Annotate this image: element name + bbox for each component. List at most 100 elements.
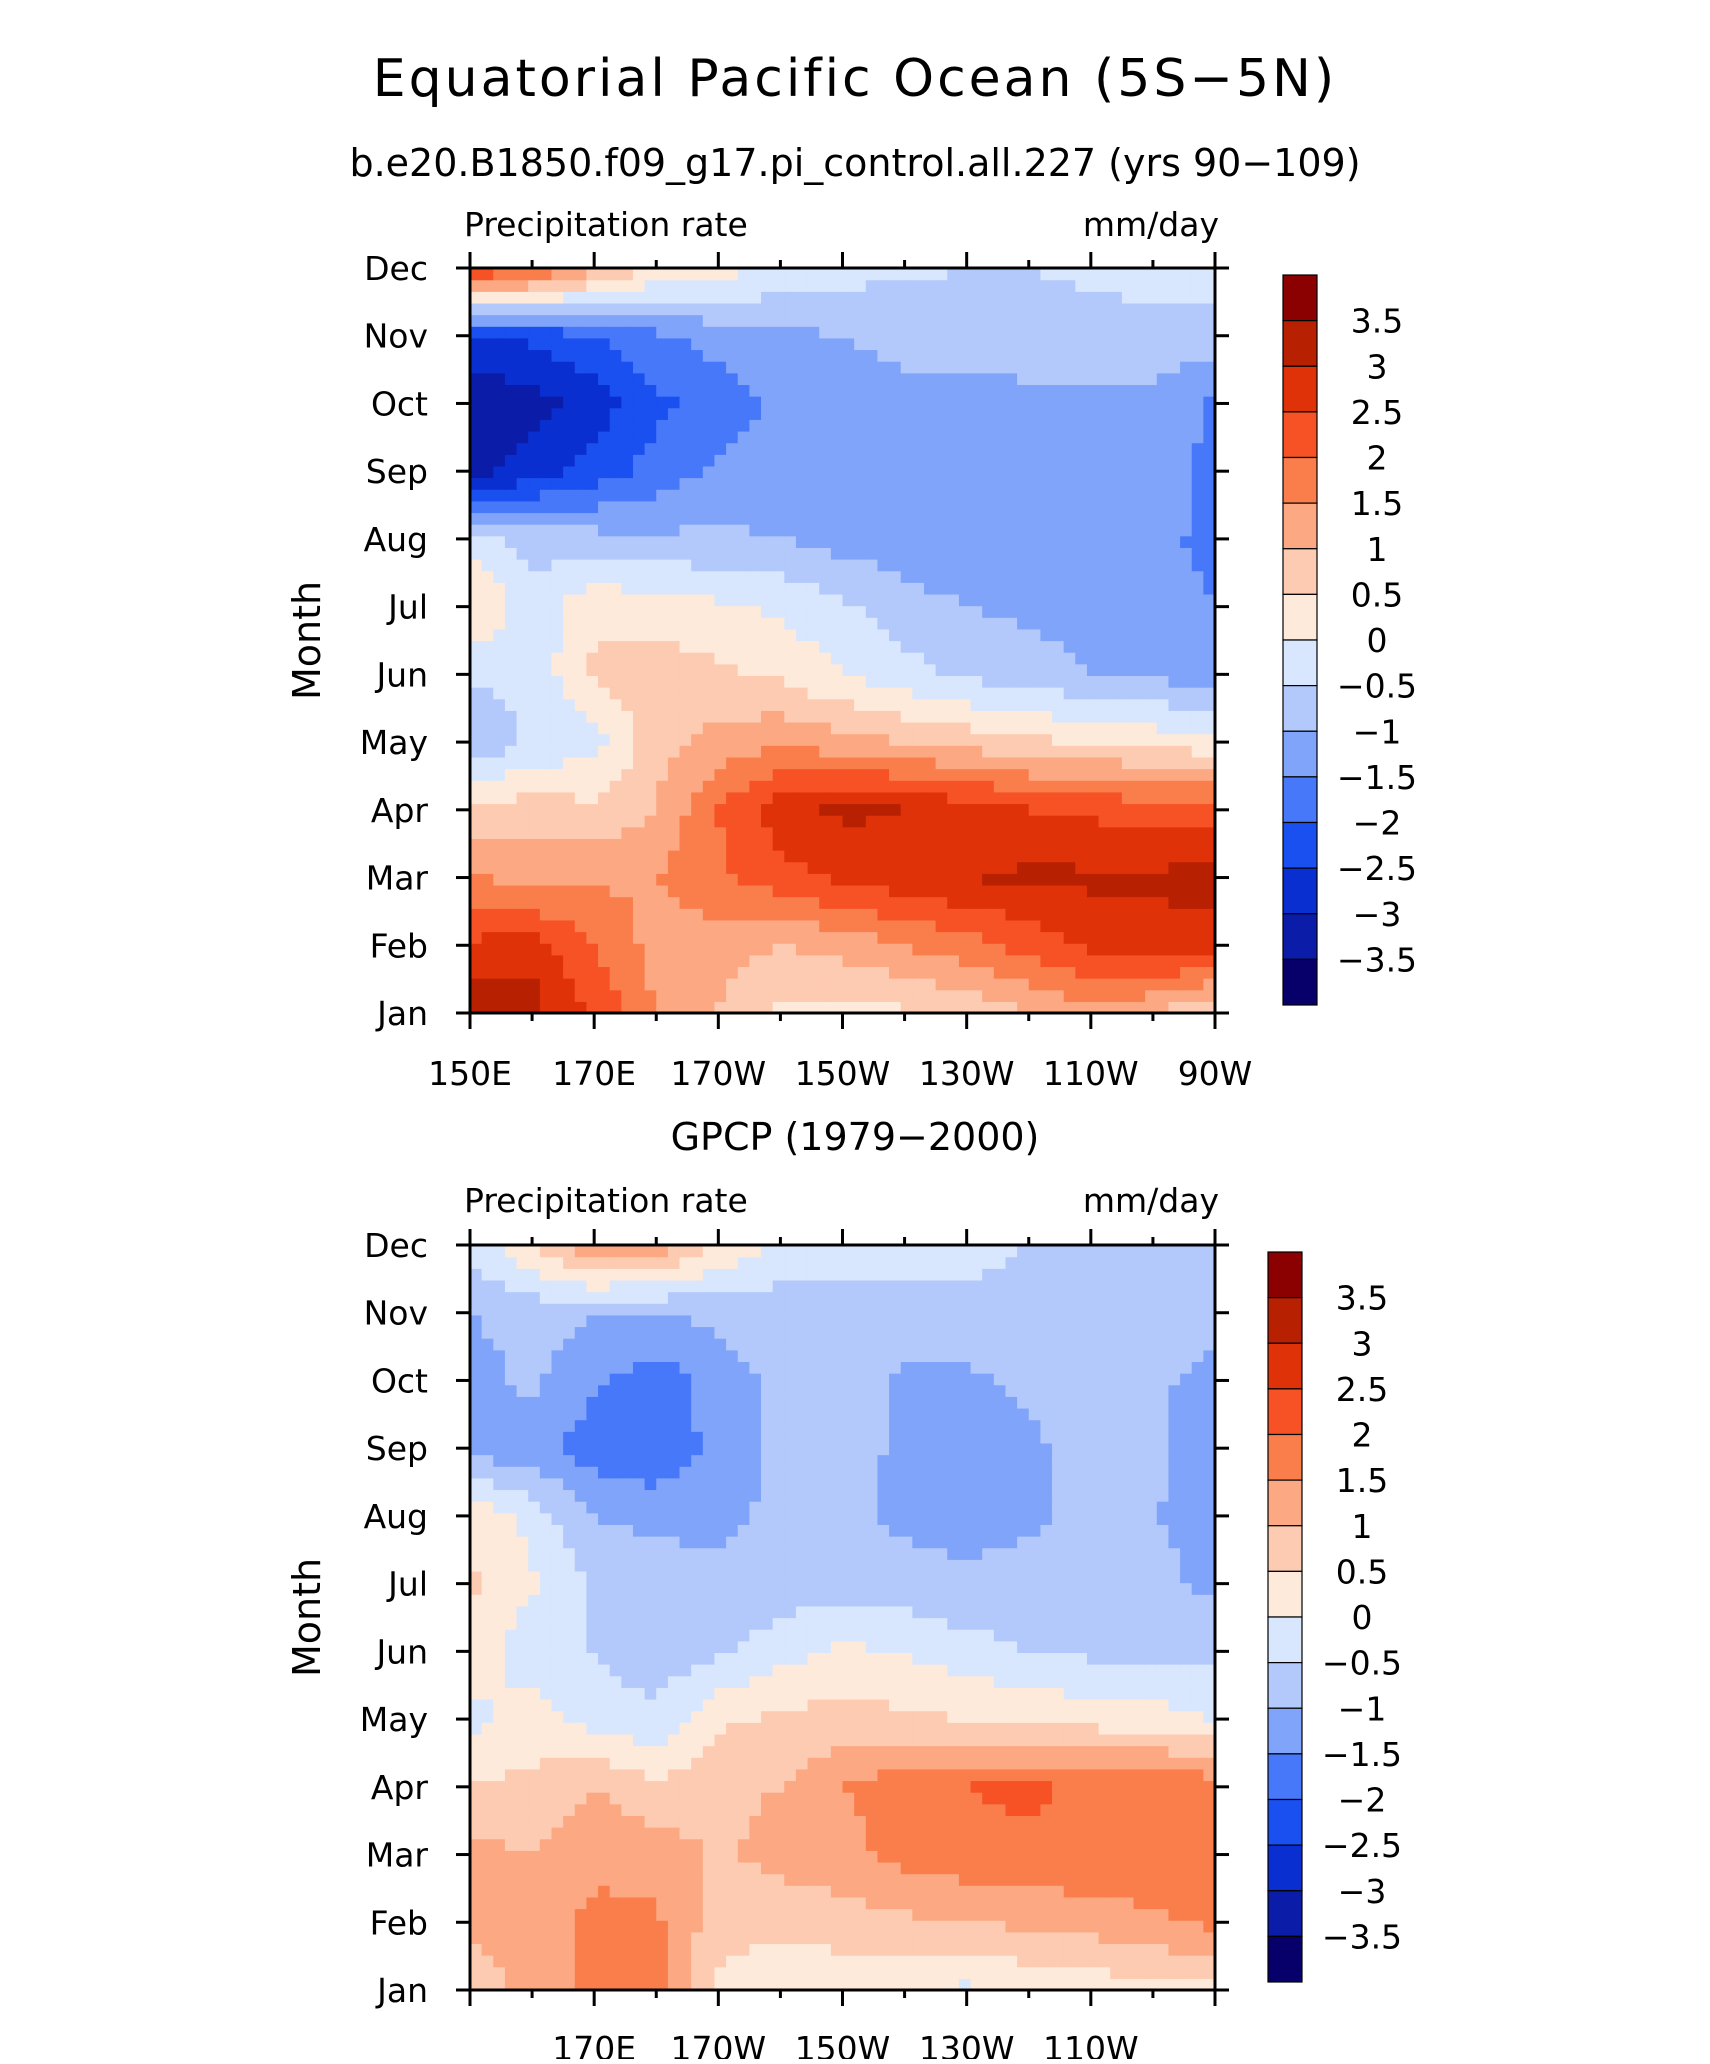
- contour-cell: [994, 478, 1006, 490]
- contour-cell: [1192, 1932, 1204, 1944]
- contour-cell: [889, 920, 901, 932]
- contour-cell: [726, 443, 738, 455]
- contour-cell: [866, 338, 878, 350]
- contour-cell: [621, 617, 633, 629]
- contour-cell: [598, 1932, 610, 1944]
- contour-cell: [645, 757, 657, 769]
- contour-cell: [1122, 745, 1134, 757]
- contour-cell: [598, 501, 610, 513]
- contour-cell: [633, 547, 645, 559]
- contour-cell: [1157, 699, 1169, 711]
- contour-cell: [1168, 559, 1180, 571]
- contour-cell: [901, 524, 913, 536]
- contour-cell: [575, 885, 587, 897]
- contour-cell: [470, 838, 482, 850]
- contour-cell: [598, 361, 610, 373]
- contour-cell: [1040, 478, 1052, 490]
- contour-cell: [1110, 1885, 1122, 1897]
- contour-cell: [971, 443, 983, 455]
- contour-cell: [726, 617, 738, 629]
- contour-cell: [1168, 629, 1180, 641]
- contour-cell: [1052, 664, 1064, 676]
- contour-cell: [551, 431, 563, 443]
- contour-cell: [1040, 966, 1052, 978]
- contour-cell: [971, 361, 983, 373]
- contour-cell: [1192, 419, 1204, 431]
- contour-cell: [1005, 908, 1017, 920]
- contour-cell: [738, 897, 750, 909]
- contour-cell: [668, 1897, 680, 1909]
- colorbar-box: [1283, 731, 1317, 777]
- contour-cell: [610, 524, 622, 536]
- contour-cell: [749, 582, 761, 594]
- contour-cell: [551, 827, 563, 839]
- contour-cell: [738, 838, 750, 850]
- contour-cell: [971, 478, 983, 490]
- contour-cell: [796, 338, 808, 350]
- contour-cell: [959, 617, 971, 629]
- contour-cell: [598, 443, 610, 455]
- contour-cell: [691, 687, 703, 699]
- contour-cell: [598, 373, 610, 385]
- contour-cell: [517, 897, 529, 909]
- contour-cell: [645, 443, 657, 455]
- contour-cell: [761, 1909, 773, 1921]
- contour-cell: [1005, 280, 1017, 292]
- contour-cell: [598, 652, 610, 664]
- contour-cell: [889, 291, 901, 303]
- contour-cell: [889, 769, 901, 781]
- contour-cell: [959, 547, 971, 559]
- contour-cell: [854, 478, 866, 490]
- contour-cell: [1168, 466, 1180, 478]
- contour-cell: [714, 780, 726, 792]
- contour-cell: [1145, 687, 1157, 699]
- contour-cell: [656, 664, 668, 676]
- contour-cell: [831, 675, 843, 687]
- contour-cell: [924, 280, 936, 292]
- contour-cell: [773, 338, 785, 350]
- contour-cell: [528, 803, 540, 815]
- contour-cell: [586, 338, 598, 350]
- contour-cell: [959, 943, 971, 955]
- contour-cell: [482, 326, 494, 338]
- contour-cell: [691, 443, 703, 455]
- contour-cell: [691, 303, 703, 315]
- contour-cell: [563, 978, 575, 990]
- contour-cell: [493, 652, 505, 664]
- contour-cell: [866, 489, 878, 501]
- contour-cell: [994, 687, 1006, 699]
- contour-cell: [901, 1920, 913, 1932]
- contour-cell: [1157, 280, 1169, 292]
- contour-cell: [517, 827, 529, 839]
- contour-cell: [796, 734, 808, 746]
- contour-cell: [645, 280, 657, 292]
- contour-cell: [843, 1885, 855, 1897]
- contour-cell: [610, 699, 622, 711]
- contour-cell: [668, 990, 680, 1002]
- contour-cell: [575, 1955, 587, 1967]
- contour-cell: [726, 315, 738, 327]
- contour-cell: [517, 978, 529, 990]
- contour-cell: [517, 384, 529, 396]
- contour-cell: [621, 443, 633, 455]
- contour-cell: [1017, 897, 1029, 909]
- contour-cell: [901, 419, 913, 431]
- contour-cell: [808, 675, 820, 687]
- contour-cell: [1180, 908, 1192, 920]
- contour-cell: [563, 280, 575, 292]
- contour-cell: [1110, 315, 1122, 327]
- contour-cell: [563, 501, 575, 513]
- contour-cell: [1040, 512, 1052, 524]
- contour-cell: [796, 1897, 808, 1909]
- contour-cell: [575, 792, 587, 804]
- contour-cell: [563, 594, 575, 606]
- contour-cell: [668, 850, 680, 862]
- contour-cell: [796, 291, 808, 303]
- contour-cell: [1064, 478, 1076, 490]
- contour-cell: [1005, 1955, 1017, 1967]
- contour-cell: [610, 1874, 622, 1886]
- contour-cell: [528, 1920, 540, 1932]
- contour-cell: [761, 885, 773, 897]
- contour-cell: [1122, 675, 1134, 687]
- contour-cell: [1040, 547, 1052, 559]
